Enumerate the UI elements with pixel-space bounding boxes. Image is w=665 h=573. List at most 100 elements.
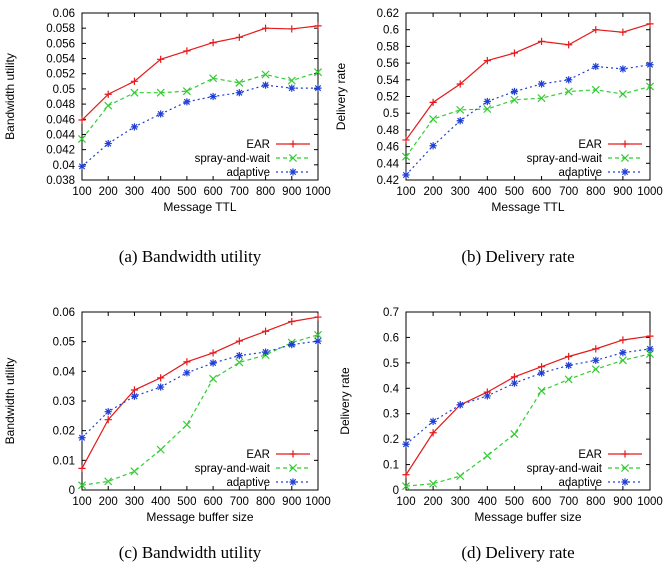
data-point <box>510 373 519 381</box>
data-point <box>402 171 410 179</box>
data-point <box>287 76 296 85</box>
data-point <box>130 386 139 394</box>
data-point <box>592 26 600 34</box>
panel-caption: (c) Bandwidth utility <box>119 543 262 562</box>
y-tick-label: 0 <box>393 485 399 497</box>
x-tick-label: 900 <box>613 496 632 508</box>
y-tick-label: 0 <box>69 485 75 497</box>
y-axis-label: Delivery rate <box>334 63 348 131</box>
legend-label: adaptive <box>559 167 602 179</box>
data-point <box>483 105 492 114</box>
x-tick-label: 200 <box>99 496 118 508</box>
x-tick-label: 900 <box>282 496 301 508</box>
data-point <box>157 383 165 391</box>
y-tick-label: 0.06 <box>53 307 75 319</box>
data-point <box>402 440 410 448</box>
data-point <box>130 123 139 131</box>
chart-panel-4: 100 200 300 400 500 600 700 800 900 1000 0 0.1 0.2 0.… <box>338 307 663 562</box>
data-point <box>456 105 465 114</box>
data-point <box>313 68 323 77</box>
series-line <box>81 84 318 167</box>
data-point <box>261 24 270 32</box>
x-tick-label: 100 <box>72 496 91 508</box>
legend-label: spray-and-wait <box>195 463 271 475</box>
x-tick-label: 600 <box>532 496 551 508</box>
data-point <box>209 74 218 83</box>
y-tick-label: 0.05 <box>53 84 75 96</box>
x-axis-label: Message TTL <box>163 200 236 214</box>
data-point <box>510 95 519 104</box>
data-point <box>261 81 270 89</box>
data-point <box>429 98 437 106</box>
legend-label: spray-and-wait <box>527 463 603 475</box>
data-point <box>156 445 165 454</box>
y-tick-label: 0.46 <box>377 142 399 154</box>
series-adaptive <box>78 337 322 442</box>
data-point <box>157 110 165 118</box>
y-tick-label: 0.48 <box>377 125 399 137</box>
series-line <box>81 71 319 140</box>
data-point <box>104 139 112 148</box>
chart-panel-2: 100 200 300 400 500 600 700 800 900 1000 0.42 0.44 0… <box>334 8 663 266</box>
data-point <box>591 365 600 374</box>
panel-caption: (a) Bandwidth utility <box>119 247 262 266</box>
series-line <box>405 353 651 487</box>
data-point <box>591 85 600 94</box>
data-point <box>483 392 491 400</box>
data-point <box>510 379 519 387</box>
y-tick-label: 0.6 <box>383 332 399 344</box>
data-point <box>510 49 519 57</box>
x-tick-label: 200 <box>424 186 443 198</box>
data-point <box>645 82 655 91</box>
y-tick-label: 0.58 <box>377 41 399 53</box>
x-tick-label: 300 <box>451 186 470 198</box>
data-point <box>235 337 243 345</box>
x-tick-label: 600 <box>204 496 223 508</box>
data-point <box>537 94 546 103</box>
y-axis-label: Bandwidth utility <box>3 53 17 140</box>
chart-panel-1: 100 200 300 400 500 600 700 800 900 1000 0.038 0.04… <box>3 8 331 266</box>
y-tick-label: 0.056 <box>46 38 75 50</box>
legend-label: spray-and-wait <box>527 153 603 165</box>
data-point <box>314 22 322 30</box>
data-point <box>314 313 322 321</box>
data-point <box>183 369 191 377</box>
data-point <box>537 386 546 395</box>
data-point <box>157 55 165 63</box>
y-tick-label: 0.042 <box>46 145 75 157</box>
x-tick-label: 300 <box>451 496 470 508</box>
y-tick-label: 0.4 <box>383 383 400 395</box>
data-point <box>314 337 322 345</box>
panel-caption: (d) Delivery rate <box>461 543 574 562</box>
x-tick-label: 600 <box>532 186 551 198</box>
data-point <box>78 116 86 124</box>
data-point <box>565 41 573 49</box>
y-tick-label: 0.02 <box>53 426 75 438</box>
x-tick-label: 100 <box>396 186 415 198</box>
legend-marker <box>620 463 630 473</box>
data-point <box>619 65 627 73</box>
x-tick-label: 100 <box>72 186 91 198</box>
data-point <box>130 77 139 85</box>
series-EAR <box>78 22 322 124</box>
data-point <box>592 356 600 364</box>
data-point <box>261 327 270 335</box>
x-tick-label: 500 <box>505 496 524 508</box>
data-point <box>402 471 410 479</box>
x-axis-label: Message TTL <box>491 200 564 214</box>
data-point <box>183 47 191 55</box>
y-tick-label: 0.62 <box>377 8 399 20</box>
data-point <box>456 471 465 481</box>
data-point <box>646 61 654 69</box>
data-point <box>104 101 113 110</box>
y-tick-label: 0.04 <box>53 366 76 378</box>
x-tick-label: 700 <box>230 186 249 198</box>
data-point <box>429 142 437 150</box>
data-point <box>618 356 627 365</box>
y-tick-label: 0.03 <box>53 396 75 408</box>
legend-marker <box>621 168 629 176</box>
data-point <box>618 89 627 99</box>
data-point <box>429 479 438 488</box>
y-axis-label: Bandwidth utility <box>3 358 17 445</box>
data-point <box>78 162 86 170</box>
